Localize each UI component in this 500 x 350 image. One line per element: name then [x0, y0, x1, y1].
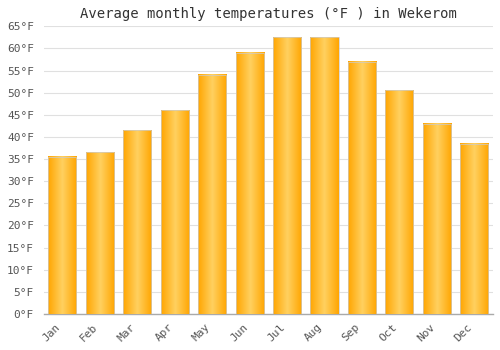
Bar	[236, 53, 264, 314]
Bar	[386, 90, 413, 314]
Bar	[86, 153, 114, 314]
Bar	[348, 62, 376, 314]
Bar	[198, 75, 226, 314]
Bar	[48, 157, 76, 314]
Bar	[310, 37, 338, 314]
Bar	[123, 130, 152, 314]
Bar	[423, 124, 451, 314]
Title: Average monthly temperatures (°F ) in Wekerom: Average monthly temperatures (°F ) in We…	[80, 7, 457, 21]
Bar	[160, 110, 189, 314]
Bar	[460, 144, 488, 314]
Bar	[273, 37, 301, 314]
